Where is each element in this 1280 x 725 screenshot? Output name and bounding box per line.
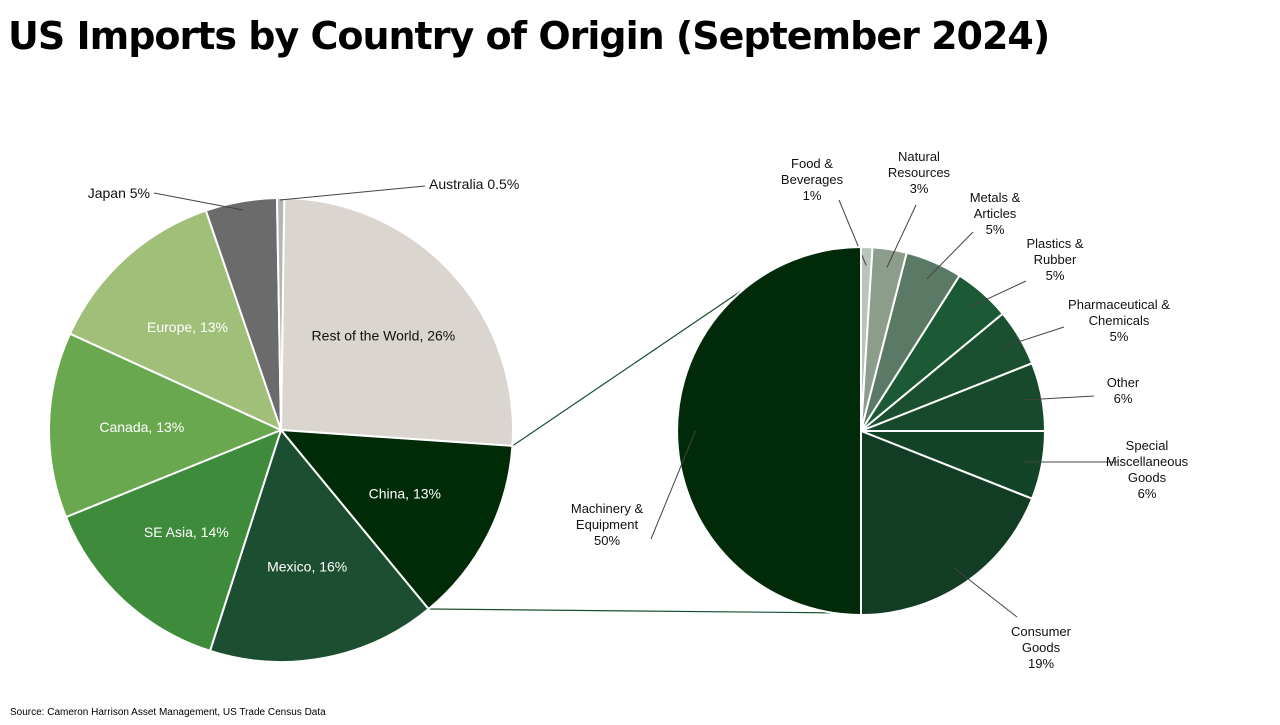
chart-title: US Imports by Country of Origin (Septemb… bbox=[8, 14, 1050, 58]
detail-label-pharmaceutical-chemicals-5: Pharmaceutical & Chemicals 5% bbox=[1068, 297, 1170, 344]
detail-slice-machinery-equipment-50 bbox=[676, 245, 862, 617]
slice-label-rest-of-the-world-26: Rest of the World, 26% bbox=[312, 328, 456, 344]
detail-leader-plastics-rubber-5 bbox=[970, 280, 1027, 308]
connector-bottom bbox=[428, 608, 849, 614]
detail-leader-metals-articles-5 bbox=[926, 231, 974, 280]
slice-rest-of-the-world-26 bbox=[279, 197, 514, 447]
detail-leader-natural-resources-3 bbox=[886, 204, 917, 268]
slice-label-japan-5: Japan 5% bbox=[88, 185, 150, 201]
slice-label-australia-0-5: Australia 0.5% bbox=[429, 176, 519, 192]
slice-label-mexico-16: Mexico, 16% bbox=[267, 559, 347, 575]
slice-canada-13 bbox=[48, 332, 284, 519]
detail-leader-machinery-equipment-50 bbox=[650, 430, 696, 540]
detail-label-metals-articles-5: Metals & Articles 5% bbox=[970, 190, 1021, 237]
detail-leader-pharmaceutical-chemicals-5 bbox=[1003, 326, 1065, 348]
detail-label-consumer-goods-19: Consumer Goods 19% bbox=[1011, 624, 1072, 671]
detail-label-other-6: Other 6% bbox=[1107, 375, 1140, 406]
slice-label-se-asia-14: SE Asia, 14% bbox=[144, 524, 229, 540]
leader-line-australia-0-5 bbox=[279, 185, 426, 201]
slice-label-canada-13: Canada, 13% bbox=[99, 419, 184, 435]
detail-label-machinery-equipment-50: Machinery & Equipment 50% bbox=[571, 501, 644, 548]
detail-label-food-beverages-1: Food & Beverages 1% bbox=[781, 156, 844, 203]
pie-country-of-origin: Rest of the World, 26% China, 13% Mexico, … bbox=[48, 176, 519, 664]
detail-label-natural-resources-3: Natural Resources 3% bbox=[888, 149, 951, 196]
detail-leader-other-6 bbox=[1023, 395, 1095, 401]
slice-china-13 bbox=[278, 428, 514, 611]
detail-label-special-miscellaneous-goods-6: Special Miscellaneous Goods 6% bbox=[1106, 438, 1189, 501]
detail-leader-consumer-goods-19 bbox=[953, 567, 1018, 618]
leader-line-japan-5 bbox=[153, 192, 244, 211]
pie-china-breakdown: Food & Beverages 1% Natural Resources 3% Metal… bbox=[571, 149, 1189, 671]
slice-australia-0-5 bbox=[275, 196, 286, 431]
connector-top bbox=[512, 290, 742, 447]
detail-label-plastics-rubber-5: Plastics & Rubber 5% bbox=[1026, 236, 1083, 283]
slice-se-asia-14 bbox=[64, 428, 283, 653]
slice-mexico-16 bbox=[208, 427, 430, 664]
connector-lines bbox=[428, 290, 849, 614]
slice-label-europe-13: Europe, 13% bbox=[147, 319, 228, 335]
source-note: Source: Cameron Harrison Asset Managemen… bbox=[10, 707, 326, 718]
slice-europe-13 bbox=[68, 209, 283, 432]
slice-label-china-13: China, 13% bbox=[369, 486, 441, 502]
detail-slice-consumer-goods-19 bbox=[860, 429, 1034, 617]
